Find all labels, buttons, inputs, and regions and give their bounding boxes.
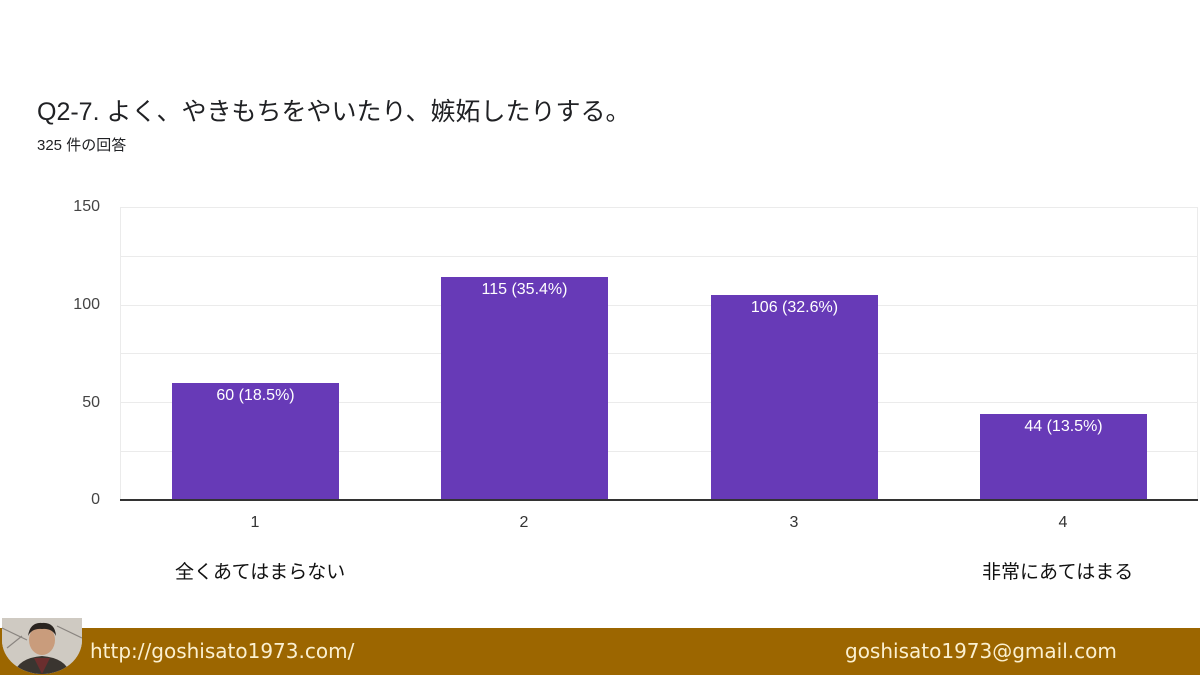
- footer-bar: http://goshisato1973.com/ goshisato1973@…: [0, 628, 1200, 675]
- avatar-photo-icon: [2, 618, 82, 674]
- gridline-50: [120, 402, 1198, 403]
- response-count: 325 件の回答: [37, 137, 127, 154]
- chart-title: Q2-7. よく、やきもちをやいたり、嫉妬したりする。: [37, 98, 631, 126]
- plot-border-right: [1197, 207, 1198, 500]
- y-tick-50: 50: [82, 394, 100, 411]
- gridline-100: [120, 305, 1198, 306]
- plot-area: 60 (18.5%) 115 (35.4%) 106 (32.6%) 44 (1…: [120, 207, 1198, 501]
- website-link[interactable]: http://goshisato1973.com/: [90, 639, 355, 663]
- bar-1: 60 (18.5%): [172, 383, 339, 500]
- x-tick-1: 1: [250, 514, 260, 531]
- gridline-25: [120, 451, 1198, 452]
- bar-4: 44 (13.5%): [980, 414, 1147, 500]
- bar-2-label: 115 (35.4%): [481, 281, 568, 298]
- bar-3-label: 106 (32.6%): [750, 299, 839, 316]
- bar-3: 106 (32.6%): [711, 295, 878, 500]
- x-tick-4: 4: [1058, 514, 1068, 531]
- x-tick-3: 3: [789, 514, 799, 531]
- bar-4-label: 44 (13.5%): [1024, 418, 1103, 435]
- plot-border-left: [120, 207, 121, 500]
- y-tick-150: 150: [73, 198, 100, 215]
- gridline-125: [120, 256, 1198, 257]
- avatar: [2, 618, 82, 674]
- x-axis-line: [120, 499, 1198, 501]
- y-tick-0: 0: [91, 491, 100, 508]
- y-tick-100: 100: [73, 296, 100, 313]
- bar-1-label: 60 (18.5%): [216, 387, 295, 404]
- scale-low-label: 全くあてはまらない: [175, 562, 346, 583]
- email-link[interactable]: goshisato1973@gmail.com: [845, 639, 1117, 663]
- scale-high-label: 非常にあてはまる: [982, 562, 1134, 583]
- gridline-75: [120, 353, 1198, 354]
- gridline-150: [120, 207, 1198, 208]
- bar-2: 115 (35.4%): [441, 277, 608, 500]
- x-tick-2: 2: [519, 514, 529, 531]
